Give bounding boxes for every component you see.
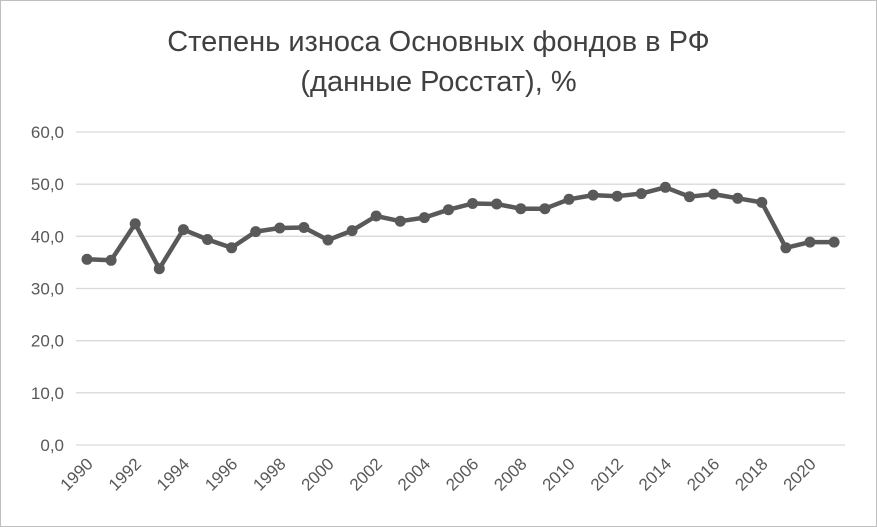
y-tick-label: 10,0: [31, 384, 64, 403]
data-point: [226, 242, 238, 254]
data-point: [418, 212, 430, 224]
x-tick-label: 1992: [105, 454, 145, 494]
data-point: [346, 225, 358, 237]
chart-title-line-1: Степень износа Основных фондов в РФ: [167, 26, 710, 58]
y-tick-label: 40,0: [31, 227, 64, 246]
data-point: [105, 254, 117, 266]
x-axis-tick-labels: 1990 1992 1994 1996 1998 2000 2002 2004 2006 2008…: [57, 454, 820, 494]
data-point: [81, 253, 93, 265]
x-tick-label: 2018: [731, 454, 771, 494]
x-tick-label: 1998: [249, 454, 289, 494]
data-point: [780, 242, 792, 254]
series-line: [84, 185, 837, 271]
data-point: [322, 234, 334, 246]
chart-title-line-2: (данные Росстат), %: [300, 66, 577, 98]
data-point: [491, 198, 503, 210]
x-tick-label: 2014: [635, 454, 675, 494]
y-axis-tick-labels: 0,0 10,0 20,0 30,0 40,0 50,0 60,0: [31, 123, 64, 455]
y-tick-label: 0,0: [40, 436, 64, 455]
data-point: [828, 236, 840, 248]
x-tick-label: 1994: [153, 454, 193, 494]
data-point: [394, 215, 406, 227]
data-point: [515, 203, 527, 215]
y-tick-label: 20,0: [31, 332, 64, 351]
x-tick-label: 2010: [539, 454, 579, 494]
series-wear-degree: [81, 181, 840, 275]
data-point: [539, 203, 551, 215]
x-tick-label: 1996: [201, 454, 241, 494]
data-point: [177, 224, 189, 236]
data-point: [467, 198, 479, 209]
gridlines: [76, 131, 845, 446]
data-point: [684, 191, 695, 203]
data-point: [756, 196, 768, 208]
chart-title: Степень износа Основных фондов в РФ (дан…: [0, 22, 877, 102]
y-tick-label: 60,0: [31, 123, 64, 142]
x-tick-label: 2006: [442, 454, 482, 494]
data-point: [708, 188, 720, 200]
data-point: [298, 222, 310, 233]
x-tick-label: 1990: [57, 454, 97, 494]
x-tick-label: 2008: [490, 454, 530, 494]
data-point: [587, 189, 599, 201]
data-point: [732, 192, 744, 204]
data-point: [370, 210, 382, 222]
x-tick-label: 2020: [780, 454, 820, 494]
x-tick-label: 2004: [394, 454, 434, 494]
x-tick-label: 2002: [346, 454, 386, 494]
x-tick-label: 2016: [683, 454, 723, 494]
data-point: [611, 190, 623, 202]
x-tick-label: 2000: [298, 454, 338, 494]
data-point: [202, 234, 213, 245]
y-tick-label: 50,0: [31, 175, 64, 194]
data-point: [250, 226, 262, 238]
data-point: [274, 222, 286, 234]
data-point: [635, 188, 647, 200]
x-tick-label: 2012: [587, 454, 627, 494]
data-point: [129, 218, 141, 230]
data-point: [443, 204, 454, 216]
data-point: [804, 236, 816, 248]
data-point: [563, 193, 575, 205]
data-point: [659, 181, 671, 193]
data-point: [153, 263, 165, 275]
y-tick-label: 30,0: [31, 280, 64, 299]
